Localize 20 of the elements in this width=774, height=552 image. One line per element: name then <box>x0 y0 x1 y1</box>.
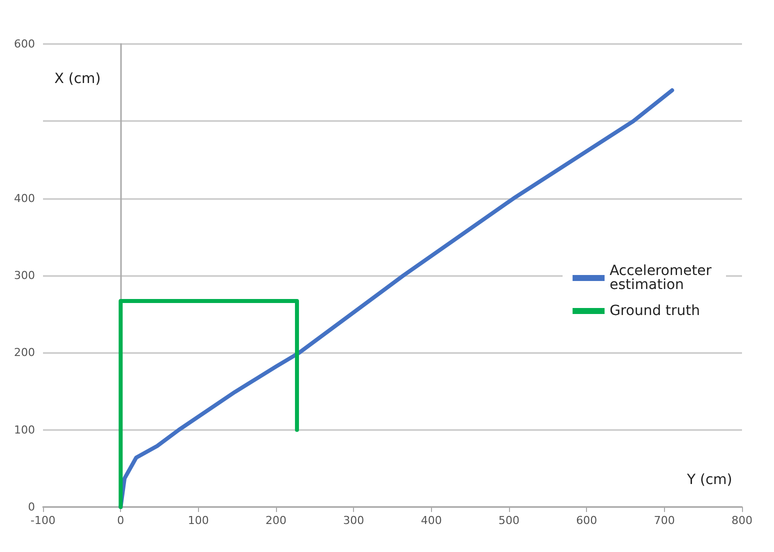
y-tick-label: 0 <box>28 500 35 514</box>
y-tick-label: 100 <box>14 423 35 436</box>
y-axis-title: X (cm) <box>54 71 101 87</box>
x-tick-label: 600 <box>576 514 598 527</box>
legend-label: Ground truth <box>610 303 700 319</box>
y-tick-label: 200 <box>14 346 35 360</box>
x-axis-title: Y (cm) <box>686 472 732 488</box>
legend-label: Accelerometer estimation <box>610 263 716 293</box>
y-tick-label: 400 <box>14 192 35 205</box>
x-tick-label: -100 <box>30 514 56 527</box>
x-tick-label: 400 <box>420 514 442 527</box>
x-tick-label: 700 <box>654 514 675 527</box>
x-tick-label: 200 <box>266 514 286 527</box>
y-tick-label: 600 <box>14 38 35 50</box>
x-tick-label: 800 <box>732 514 752 527</box>
x-tick-label: 300 <box>343 514 364 527</box>
x-tick-label: 500 <box>498 514 520 527</box>
y-tick-label: 300 <box>14 269 35 282</box>
x-tick-label: 100 <box>188 514 209 527</box>
x-tick-label: 0 <box>117 514 124 527</box>
